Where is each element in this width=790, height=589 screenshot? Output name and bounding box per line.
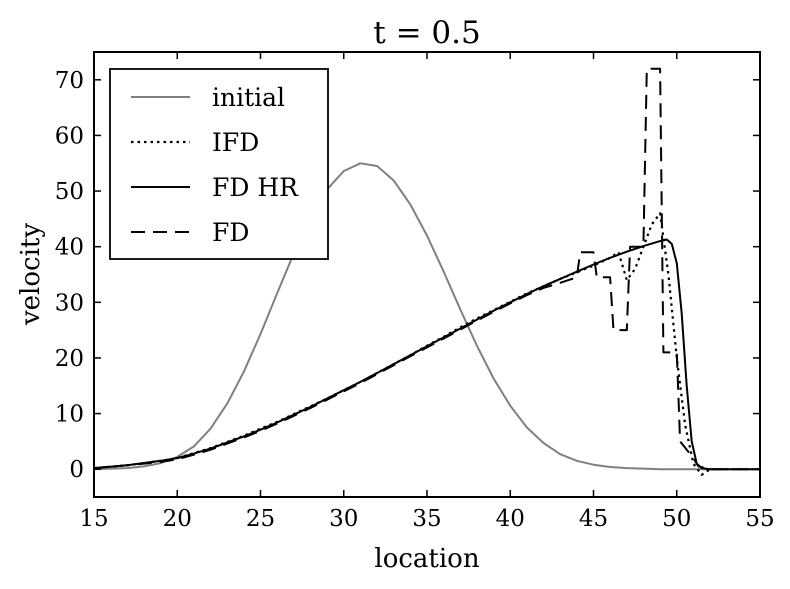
- x-tick-label: 25: [246, 506, 275, 532]
- x-axis-label: location: [374, 544, 479, 574]
- y-tick-label: 50: [55, 179, 84, 205]
- plot-clip-group: [94, 67, 760, 476]
- legend-label-fd-hr: FD HR: [212, 173, 299, 202]
- y-tick-label: 70: [55, 68, 84, 94]
- x-tick-label: 45: [579, 506, 608, 532]
- x-tick-label: 20: [163, 506, 192, 532]
- y-tick-label: 0: [69, 457, 84, 483]
- x-tick-label: 40: [496, 506, 525, 532]
- series-line-initial: [94, 162, 760, 471]
- y-tick-label: 40: [55, 235, 84, 261]
- y-tick-label: 60: [55, 123, 84, 149]
- y-tick-label: 10: [55, 402, 84, 428]
- y-axis-label: velocity: [16, 223, 46, 326]
- legend-label-fd: FD: [212, 218, 249, 247]
- series-line-fd: [94, 67, 760, 471]
- y-tick-label: 20: [55, 346, 84, 372]
- chart-legend: initial IFD FD HR FD: [109, 68, 329, 260]
- series-line-fd-hr: [94, 238, 760, 471]
- legend-box: [109, 68, 329, 260]
- legend-label-ifd: IFD: [212, 128, 259, 157]
- x-tick-label: 15: [79, 506, 108, 532]
- axis-ticks: 15 20 25 30 35 40 45 50 55 0 10 20 30 40 50 60 70: [55, 52, 775, 532]
- x-tick-label: 35: [412, 506, 441, 532]
- y-tick-label: 30: [55, 290, 84, 316]
- x-tick-label: 50: [662, 506, 691, 532]
- series-line-ifd: [94, 212, 760, 476]
- chart-title: t = 0.5: [373, 15, 480, 51]
- legend-label-initial: initial: [212, 83, 285, 112]
- x-tick-label: 55: [745, 506, 774, 532]
- x-tick-label: 30: [329, 506, 358, 532]
